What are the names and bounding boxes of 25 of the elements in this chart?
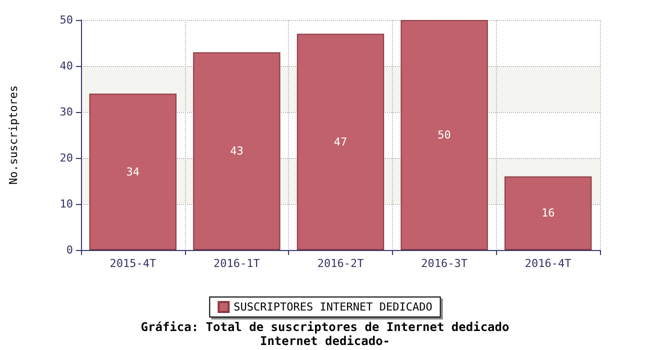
y-tick-label: 30 <box>60 106 73 118</box>
x-tick-label: 2016-3T <box>421 257 468 270</box>
y-axis-title: No.suscriptores <box>7 85 20 185</box>
data-label: 43 <box>230 144 244 158</box>
y-tick-label: 0 <box>66 244 73 256</box>
bar <box>193 52 280 250</box>
y-tick-label: 50 <box>60 14 73 26</box>
x-tick-label: 2015-4T <box>110 257 156 270</box>
data-label: 50 <box>438 128 451 142</box>
x-tick-label: 2016-2T <box>317 257 364 270</box>
x-tick-label: 2016-4T <box>524 257 572 270</box>
bar <box>89 94 176 250</box>
text: Gráfica: Total de suscriptores de Internet dedicado <box>140 320 510 334</box>
bar <box>504 176 592 250</box>
text: Internet dedicado- <box>260 334 390 348</box>
y-tick-label: 20 <box>60 152 73 164</box>
x-tick-label: 2016-1T <box>214 257 260 270</box>
y-tick-label: 10 <box>60 198 73 210</box>
data-label: 16 <box>541 206 555 220</box>
data-label: 47 <box>334 135 348 148</box>
data-label: 34 <box>126 165 140 178</box>
bar <box>400 20 488 250</box>
bar <box>296 34 384 250</box>
legend-label: SUSCRIPTORES INTERNET DEDICADO <box>234 300 432 314</box>
y-tick-label: 40 <box>60 60 73 72</box>
